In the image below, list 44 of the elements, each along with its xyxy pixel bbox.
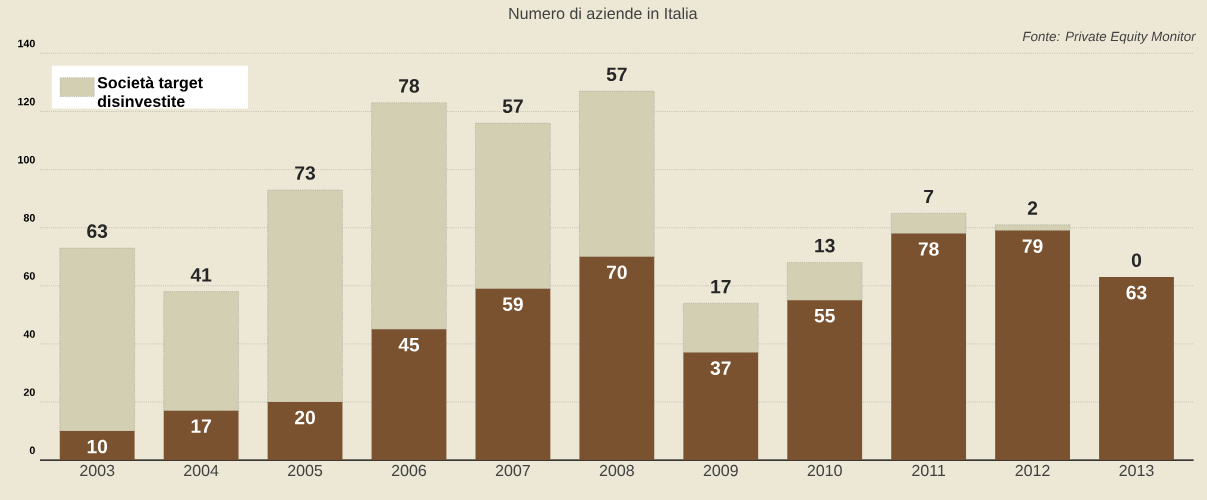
data-label: 70 (606, 265, 627, 279)
data-label: 55 (814, 308, 835, 323)
legend-label: Società target disinvestite (97, 76, 203, 107)
y-tick-label: 80 (23, 214, 35, 222)
chart-title: Numero di aziende in Italia (509, 7, 698, 20)
data-label: 63 (87, 224, 108, 238)
data-label: 17 (191, 419, 211, 433)
source-note: Fonte: Private Equity Monitor (1022, 31, 1197, 44)
data-label: 13 (815, 238, 835, 253)
y-tick-label: 20 (23, 388, 35, 396)
y-tick-label: 100 (18, 155, 35, 164)
data-label: 2 (1027, 201, 1038, 215)
data-label: 17 (711, 279, 731, 294)
x-tick-label: 2006 (391, 464, 427, 477)
data-label: 10 (87, 439, 108, 454)
data-label: 73 (295, 166, 316, 180)
x-tick-label: 2004 (184, 464, 219, 477)
data-label: 0 (1131, 253, 1142, 267)
x-tick-label: 2008 (599, 464, 634, 477)
data-label: 7 (924, 189, 934, 204)
data-label: 57 (606, 67, 627, 82)
x-tick-label: 2003 (80, 464, 115, 477)
data-label: 57 (502, 99, 523, 113)
data-label: 41 (190, 268, 212, 282)
data-label: 20 (295, 410, 315, 425)
data-label: 45 (398, 338, 420, 352)
y-tick-label: 0 (29, 446, 35, 455)
y-tick-label: 140 (18, 39, 35, 48)
y-tick-label: 120 (18, 97, 35, 106)
x-tick-label: 2009 (703, 464, 738, 477)
data-label: 78 (399, 79, 420, 93)
data-label: 78 (918, 242, 939, 256)
x-tick-label: 2012 (1015, 464, 1050, 477)
x-tick-label: 2013 (1119, 464, 1154, 477)
x-tick-label: 2011 (912, 464, 946, 477)
x-tick-label: 2005 (288, 464, 323, 477)
x-tick-label: 2007 (495, 464, 530, 477)
data-label: 63 (1126, 285, 1147, 300)
data-label: 79 (1022, 239, 1043, 253)
y-tick-label: 40 (23, 330, 35, 338)
x-tick-label: 2010 (807, 464, 842, 477)
y-tick-label: 60 (23, 272, 35, 280)
data-label: 37 (710, 361, 731, 375)
data-label: 59 (502, 297, 523, 311)
